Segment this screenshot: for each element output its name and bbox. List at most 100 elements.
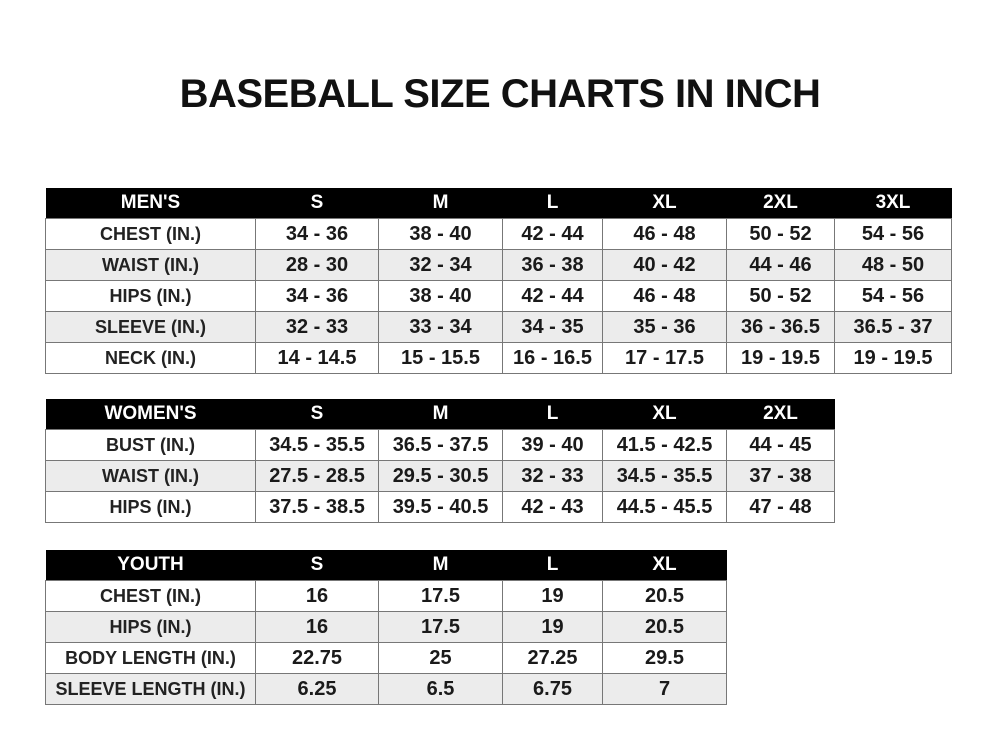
measurement-cell: 50 - 52 [726, 218, 835, 250]
table-row: BODY LENGTH (IN.) 22.75 25 27.25 29.5 [45, 642, 727, 674]
measurement-cell: 34.5 - 35.5 [255, 429, 379, 461]
measurement-cell: 38 - 40 [378, 280, 503, 312]
category-header: YOUTH [45, 550, 256, 581]
measurement-cell: 54 - 56 [834, 218, 952, 250]
measurement-cell: 19 [502, 611, 603, 643]
measurement-cell: 47 - 48 [726, 491, 835, 523]
measurement-cell: 17 - 17.5 [602, 342, 727, 374]
table-row: CHEST (IN.) 16 17.5 19 20.5 [45, 580, 727, 612]
size-header: M [378, 550, 503, 581]
measurement-cell: 46 - 48 [602, 280, 727, 312]
measurement-cell: 50 - 52 [726, 280, 835, 312]
page-title: BASEBALL SIZE CHARTS IN INCH [179, 72, 821, 116]
measurement-cell: 19 - 19.5 [834, 342, 952, 374]
table-row: HIPS (IN.) 34 - 36 38 - 40 42 - 44 46 - 48 50… [45, 280, 952, 312]
measurement-label: BODY LENGTH (IN.) [45, 642, 256, 674]
measurement-cell: 29.5 [602, 642, 727, 674]
measurement-cell: 34 - 36 [255, 280, 379, 312]
measurement-cell: 37 - 38 [726, 460, 835, 492]
measurement-cell: 36.5 - 37.5 [378, 429, 503, 461]
measurement-cell: 34 - 36 [255, 218, 379, 250]
table-row: NECK (IN.) 14 - 14.5 15 - 15.5 16 - 16.5 17 … [45, 342, 952, 374]
category-header: WOMEN'S [45, 399, 256, 430]
size-header: XL [602, 550, 727, 581]
measurement-label: HIPS (IN.) [45, 611, 256, 643]
category-header: MEN'S [45, 188, 256, 219]
measurement-label: BUST (IN.) [45, 429, 256, 461]
size-header: L [502, 550, 603, 581]
table-row: HIPS (IN.) 37.5 - 38.5 39.5 - 40.5 42 - 43 4… [45, 491, 835, 523]
measurement-cell: 17.5 [378, 611, 503, 643]
measurement-cell: 38 - 40 [378, 218, 503, 250]
measurement-cell: 6.75 [502, 673, 603, 705]
measurement-cell: 20.5 [602, 611, 727, 643]
measurement-cell: 44.5 - 45.5 [602, 491, 727, 523]
measurement-cell: 27.5 - 28.5 [255, 460, 379, 492]
measurement-cell: 6.25 [255, 673, 379, 705]
measurement-cell: 41.5 - 42.5 [602, 429, 727, 461]
measurement-label: CHEST (IN.) [45, 580, 256, 612]
measurement-cell: 17.5 [378, 580, 503, 612]
measurement-cell: 36 - 38 [502, 249, 603, 281]
size-header: M [378, 399, 503, 430]
measurement-cell: 28 - 30 [255, 249, 379, 281]
measurement-cell: 48 - 50 [834, 249, 952, 281]
measurement-cell: 25 [378, 642, 503, 674]
measurement-cell: 44 - 45 [726, 429, 835, 461]
table-row: BUST (IN.) 34.5 - 35.5 36.5 - 37.5 39 - 40 4… [45, 429, 835, 461]
measurement-cell: 16 [255, 611, 379, 643]
measurement-label: CHEST (IN.) [45, 218, 256, 250]
measurement-cell: 44 - 46 [726, 249, 835, 281]
table-row: WAIST (IN.) 28 - 30 32 - 34 36 - 38 40 - 42 4… [45, 249, 952, 281]
measurement-cell: 32 - 34 [378, 249, 503, 281]
measurement-cell: 33 - 34 [378, 311, 503, 343]
youth-size-table: YOUTH S M L XL CHEST (IN.) 16 17.5 19 20.5 HIPS (I… [45, 550, 727, 705]
size-header: XL [602, 188, 727, 219]
measurement-cell: 14 - 14.5 [255, 342, 379, 374]
measurement-cell: 7 [602, 673, 727, 705]
measurement-cell: 37.5 - 38.5 [255, 491, 379, 523]
measurement-cell: 35 - 36 [602, 311, 727, 343]
measurement-cell: 54 - 56 [834, 280, 952, 312]
header-row: MEN'S S M L XL 2XL 3XL [45, 188, 952, 219]
measurement-cell: 42 - 43 [502, 491, 603, 523]
header-row: WOMEN'S S M L XL 2XL [45, 399, 835, 430]
size-header: XL [602, 399, 727, 430]
measurement-cell: 36 - 36.5 [726, 311, 835, 343]
measurement-cell: 19 [502, 580, 603, 612]
table-row: WAIST (IN.) 27.5 - 28.5 29.5 - 30.5 32 - 33… [45, 460, 835, 492]
measurement-cell: 39.5 - 40.5 [378, 491, 503, 523]
size-header: S [255, 188, 379, 219]
measurement-cell: 27.25 [502, 642, 603, 674]
measurement-cell: 20.5 [602, 580, 727, 612]
size-header: 3XL [834, 188, 952, 219]
measurement-cell: 15 - 15.5 [378, 342, 503, 374]
measurement-cell: 16 [255, 580, 379, 612]
measurement-cell: 32 - 33 [502, 460, 603, 492]
measurement-cell: 22.75 [255, 642, 379, 674]
measurement-cell: 32 - 33 [255, 311, 379, 343]
measurement-cell: 6.5 [378, 673, 503, 705]
measurement-cell: 19 - 19.5 [726, 342, 835, 374]
measurement-cell: 42 - 44 [502, 280, 603, 312]
measurement-cell: 46 - 48 [602, 218, 727, 250]
table-row: SLEEVE (IN.) 32 - 33 33 - 34 34 - 35 35 - 36… [45, 311, 952, 343]
measurement-label: SLEEVE LENGTH (IN.) [45, 673, 256, 705]
header-row: YOUTH S M L XL [45, 550, 727, 581]
size-header: 2XL [726, 399, 835, 430]
table-row: HIPS (IN.) 16 17.5 19 20.5 [45, 611, 727, 643]
measurement-label: HIPS (IN.) [45, 491, 256, 523]
measurement-cell: 34 - 35 [502, 311, 603, 343]
measurement-cell: 39 - 40 [502, 429, 603, 461]
measurement-cell: 29.5 - 30.5 [378, 460, 503, 492]
measurement-label: HIPS (IN.) [45, 280, 256, 312]
size-header: L [502, 399, 603, 430]
womens-size-table: WOMEN'S S M L XL 2XL BUST (IN.) 34.5 - 35.5 36.5… [45, 399, 835, 523]
measurement-label: WAIST (IN.) [45, 249, 256, 281]
size-header: 2XL [726, 188, 835, 219]
measurement-label: SLEEVE (IN.) [45, 311, 256, 343]
measurement-label: NECK (IN.) [45, 342, 256, 374]
measurement-cell: 42 - 44 [502, 218, 603, 250]
size-header: S [255, 399, 379, 430]
size-header: L [502, 188, 603, 219]
